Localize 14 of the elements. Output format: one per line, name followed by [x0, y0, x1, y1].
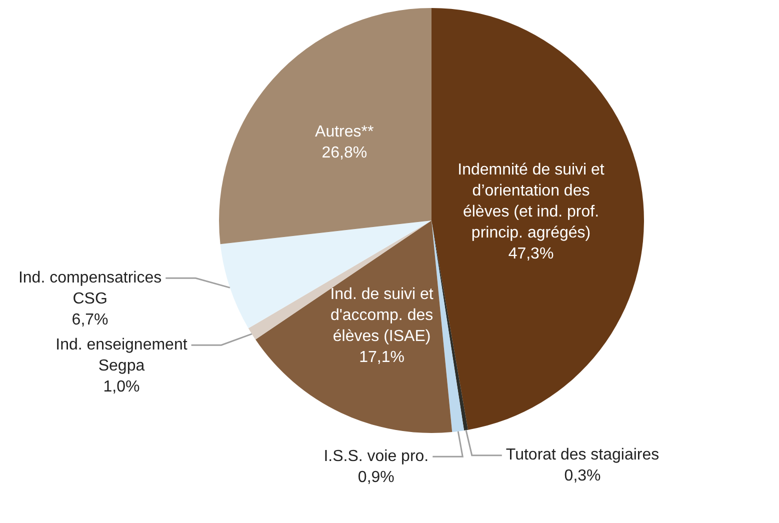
slice-label: Autres** — [315, 123, 374, 140]
data-label: 17,1% — [359, 349, 404, 366]
data-label: 47,3% — [508, 245, 554, 262]
slice-label: Tutorat des stagiaires — [506, 446, 660, 464]
data-label: 0,9% — [358, 469, 394, 486]
slice-label: I.S.S. voie pro. — [324, 448, 429, 466]
slice-label: Ind. enseignement Segpa — [56, 336, 188, 375]
data-label: 26,8% — [322, 144, 368, 162]
data-label: 1,0% — [103, 378, 140, 396]
data-label: 6,7% — [72, 312, 108, 329]
slice-label: Ind. compensatrices CSG — [18, 270, 162, 308]
slice-label: Ind. de suivi et d'accomp. des élèves (ISAE) — [330, 286, 434, 346]
slice-label: Indemnité de suivi et d’orientation des élèves (et ind. prof. princip. agrégés) — [458, 161, 605, 242]
data-label: 0,3% — [564, 468, 601, 485]
